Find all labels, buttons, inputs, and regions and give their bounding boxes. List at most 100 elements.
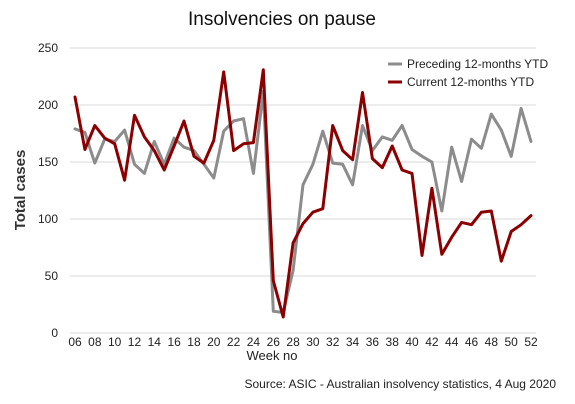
y-tick-label: 250 — [38, 41, 58, 55]
data-point — [391, 144, 394, 148]
y-tick-label: 50 — [45, 269, 59, 283]
data-point — [361, 124, 364, 127]
data-point — [182, 145, 186, 149]
x-tick-label: 26 — [267, 335, 281, 349]
y-tick-label: 0 — [51, 326, 58, 340]
data-point — [450, 145, 453, 149]
data-point — [410, 148, 414, 151]
x-tick-label: 08 — [88, 335, 102, 349]
x-tick-label: 40 — [405, 335, 419, 349]
series-lines — [73, 68, 533, 319]
legend-label: Current 12-months YTD — [407, 75, 534, 89]
y-tick-label: 200 — [38, 98, 58, 112]
x-tick-label: 42 — [425, 335, 439, 349]
data-point — [143, 135, 146, 139]
data-point — [490, 209, 493, 213]
data-point — [371, 157, 374, 160]
data-point — [252, 172, 255, 175]
data-point — [252, 141, 255, 144]
x-tick-label: 34 — [346, 335, 360, 349]
data-point — [321, 130, 325, 133]
data-point — [509, 155, 513, 158]
data-point — [123, 179, 126, 182]
data-point — [212, 176, 215, 180]
data-point — [103, 136, 106, 140]
x-tick-label: 10 — [108, 335, 122, 349]
data-point — [232, 149, 235, 152]
data-point — [133, 163, 136, 166]
data-point — [381, 135, 384, 139]
data-point — [93, 124, 97, 127]
data-point — [291, 241, 295, 245]
data-point — [93, 161, 97, 165]
x-tick-label: 30 — [306, 335, 320, 349]
y-tick-label: 100 — [38, 212, 58, 226]
data-point — [143, 172, 146, 175]
data-point — [470, 138, 473, 141]
data-point — [529, 140, 533, 143]
y-axis-ticks: 0 50 100 150 200 250 — [38, 41, 58, 340]
x-tick-label: 48 — [485, 335, 499, 349]
data-point — [430, 160, 434, 164]
x-tick-label: 28 — [286, 335, 300, 349]
data-point — [172, 144, 176, 148]
x-axis-ticks: 06 08 10 12 14 16 18 20 22 24 26 28 30 32 34 36 38 40 42 44… — [68, 335, 538, 349]
x-tick-label: 36 — [366, 335, 380, 349]
x-tick-label: 52 — [524, 335, 538, 349]
data-point — [341, 149, 344, 152]
x-tick-label: 14 — [148, 335, 162, 349]
data-point — [202, 161, 206, 165]
data-point — [83, 131, 87, 134]
data-point — [311, 210, 315, 214]
data-point — [450, 236, 453, 239]
data-point — [301, 183, 305, 186]
data-point — [500, 259, 503, 263]
data-point — [440, 209, 443, 213]
data-point — [480, 210, 483, 214]
data-point — [172, 136, 176, 140]
data-point — [281, 315, 285, 319]
data-point — [460, 180, 463, 183]
data-point — [163, 168, 166, 172]
data-point — [222, 130, 225, 133]
source-note: Source: ASIC - Australian insolvency sta… — [245, 377, 557, 391]
data-point — [232, 119, 235, 123]
data-point — [420, 254, 424, 257]
data-point — [222, 70, 225, 74]
data-point — [500, 128, 503, 132]
chart-title: Insolvencies on pause — [188, 9, 376, 30]
data-point — [519, 223, 523, 226]
data-point — [73, 127, 77, 131]
data-point — [351, 158, 354, 161]
data-point — [301, 222, 305, 225]
data-point — [519, 107, 523, 110]
data-point — [490, 112, 493, 116]
data-point — [153, 149, 156, 152]
data-point — [351, 183, 354, 186]
x-axis-label: Week no — [246, 348, 297, 363]
data-point — [123, 128, 126, 132]
data-point — [509, 230, 513, 233]
data-point — [212, 139, 215, 142]
data-point — [391, 139, 394, 142]
data-point — [182, 119, 186, 123]
x-tick-label: 50 — [504, 335, 518, 349]
data-point — [361, 91, 364, 94]
data-point — [262, 68, 265, 71]
data-point — [460, 221, 463, 224]
data-point — [400, 124, 404, 127]
data-point — [73, 95, 77, 99]
data-point — [291, 269, 295, 272]
data-point — [192, 155, 196, 158]
data-point — [242, 142, 245, 145]
data-point — [113, 142, 116, 145]
legend: Preceding 12-months YTD Current 12-months… — [388, 57, 549, 89]
data-point — [133, 114, 136, 117]
x-tick-label: 12 — [128, 335, 142, 349]
data-point — [381, 166, 384, 169]
data-point — [470, 223, 473, 226]
data-point — [440, 253, 443, 256]
data-point — [321, 207, 325, 210]
